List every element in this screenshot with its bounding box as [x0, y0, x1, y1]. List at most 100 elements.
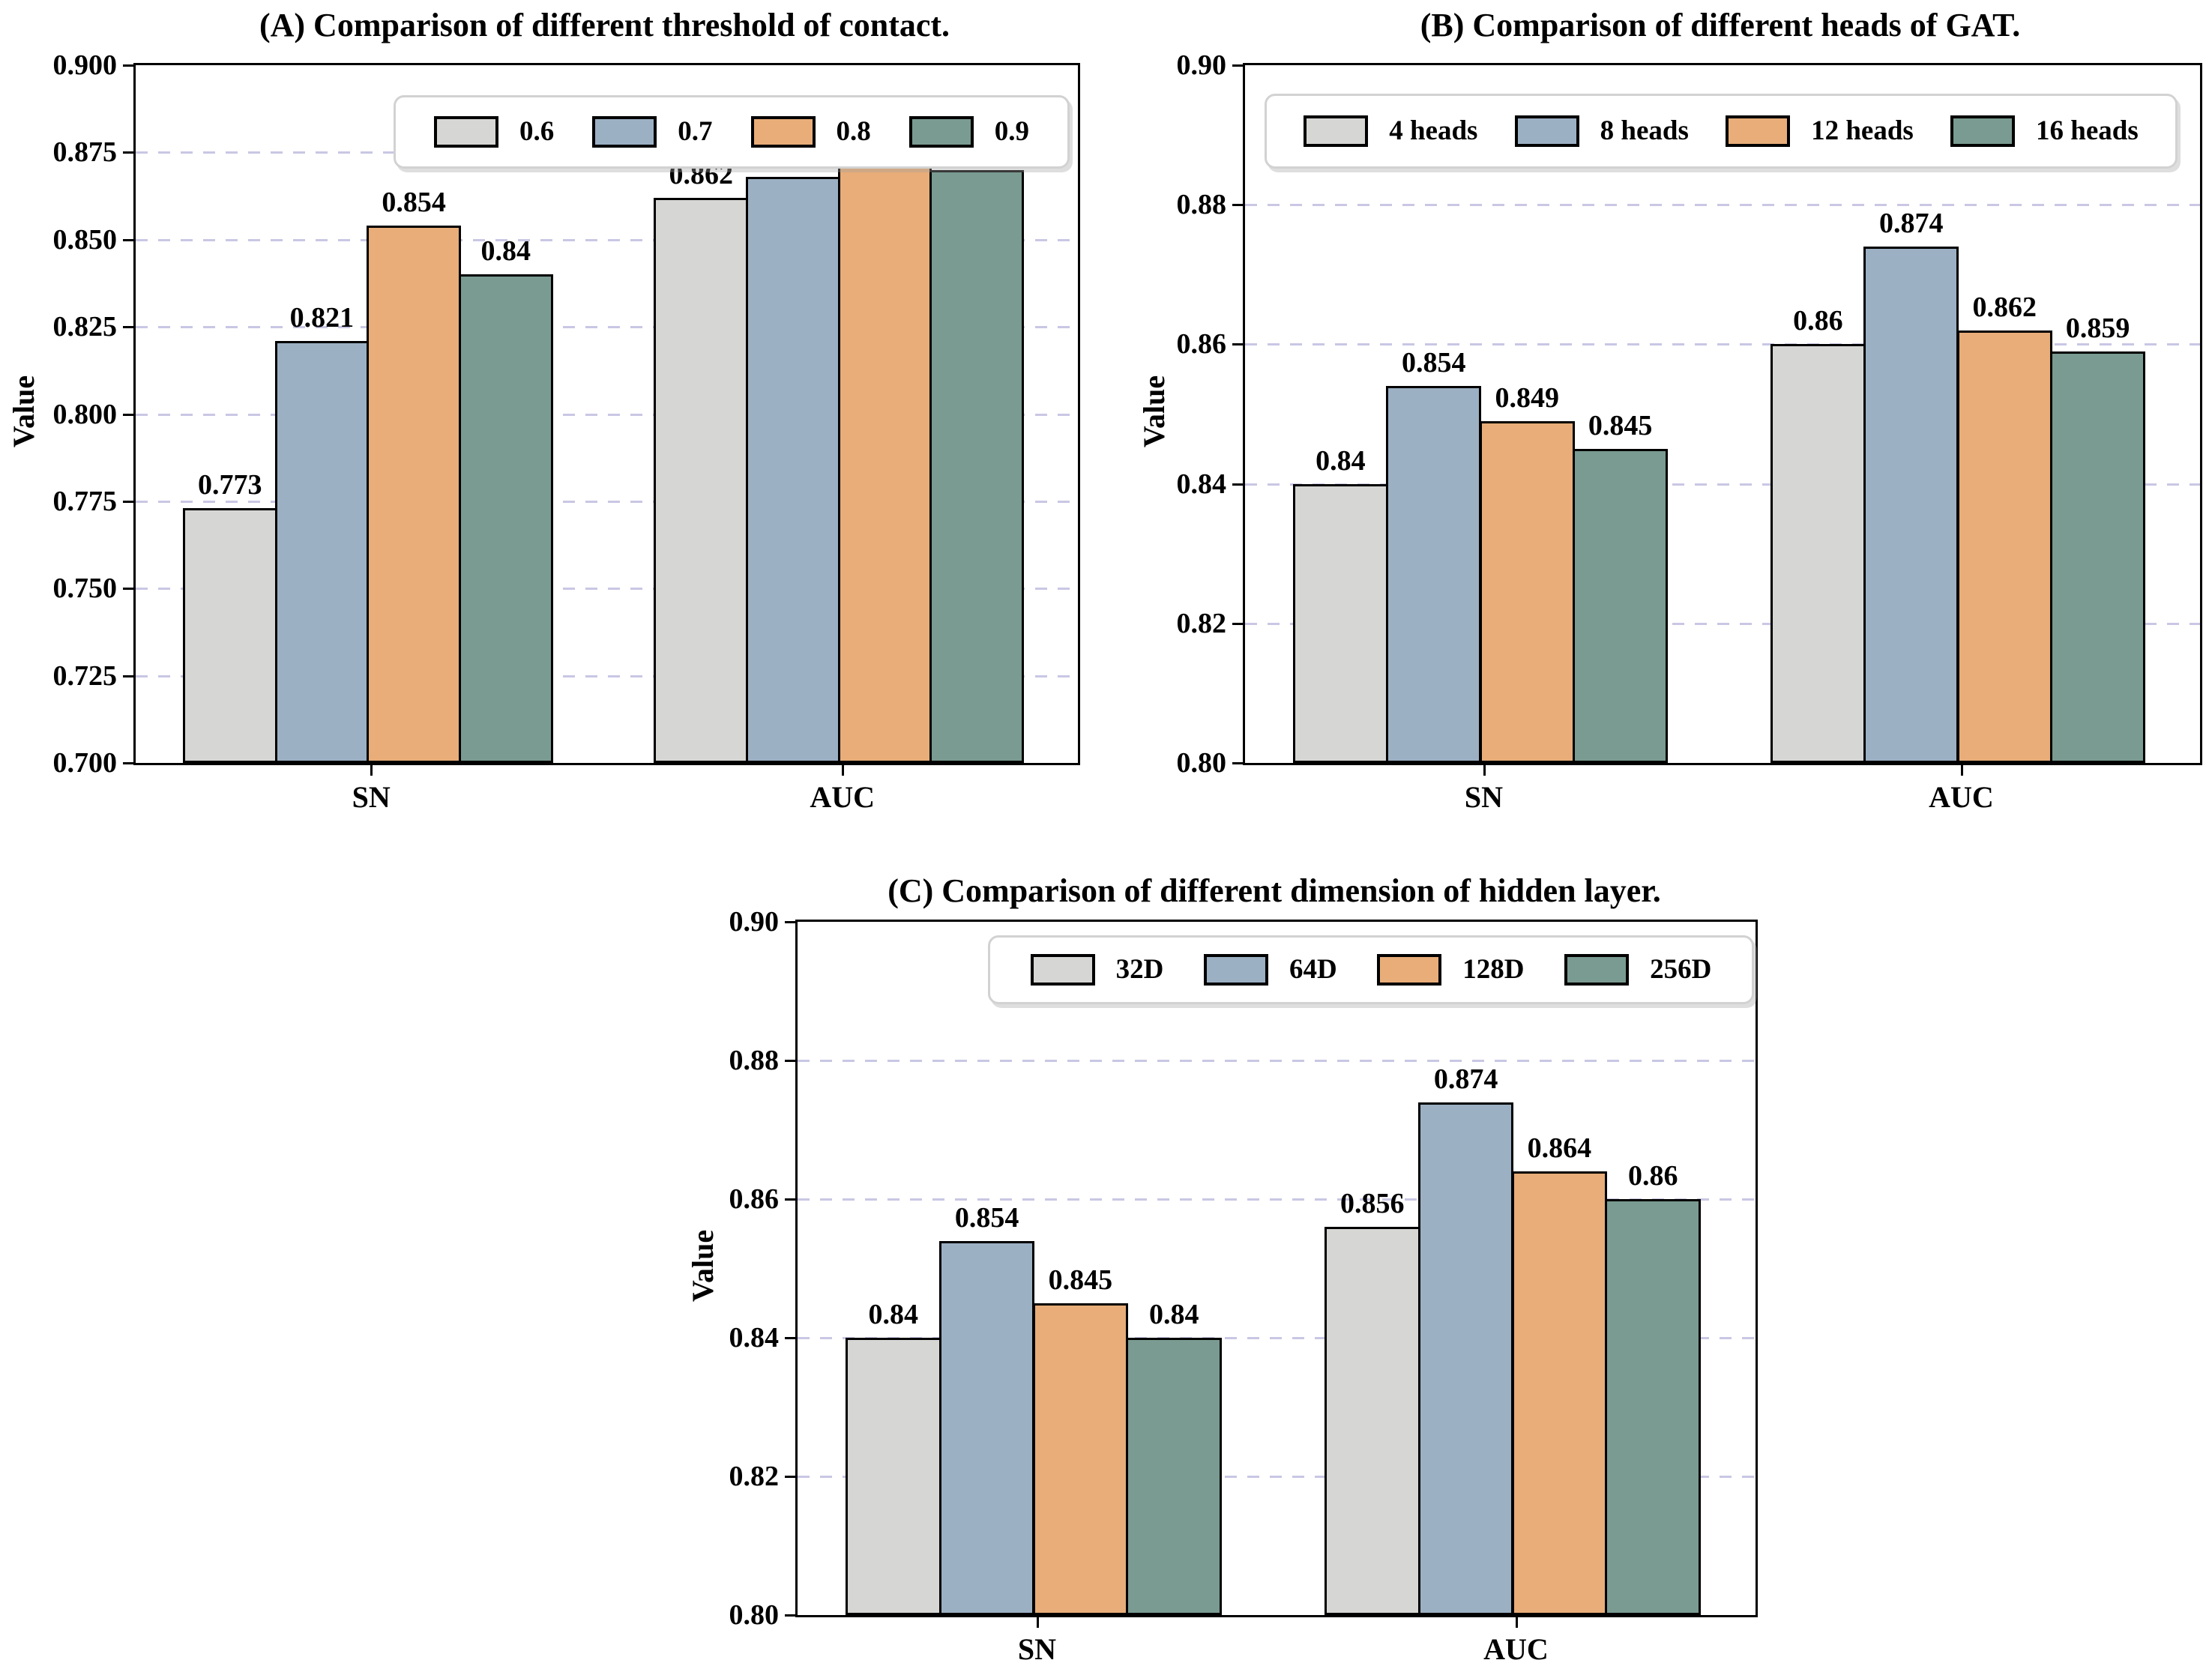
- legend-label: 128D: [1462, 954, 1525, 985]
- y-tick-label: 0.850: [52, 223, 118, 256]
- y-tick-mark: [123, 413, 133, 416]
- bar-value-label: 0.773: [197, 469, 262, 501]
- chart-b-title: (B) Comparison of different heads of GAT…: [1420, 7, 2021, 43]
- bar-4-heads-SN: [1292, 483, 1389, 763]
- bar-value-label: 0.849: [1495, 381, 1559, 414]
- bar-0.7-SN: [274, 340, 370, 763]
- x-tick-label: SN: [1017, 1632, 1057, 1666]
- y-tick-mark: [785, 1337, 795, 1339]
- y-gridline: [798, 1337, 1756, 1339]
- legend-entry: 0.8: [750, 116, 871, 148]
- legend-label: 256D: [1650, 954, 1712, 985]
- legend-entry: 256D: [1564, 954, 1711, 986]
- y-tick-label: 0.750: [52, 573, 118, 605]
- y-tick-mark: [1232, 204, 1243, 207]
- y-tick-mark: [785, 921, 795, 923]
- y-gridline: [1245, 483, 2200, 486]
- y-tick-mark: [123, 326, 133, 329]
- y-tick-label: 0.88: [1176, 189, 1227, 221]
- y-tick-label: 0.86: [729, 1183, 780, 1215]
- bar-value-label: 0.84: [1316, 444, 1366, 477]
- bar-32D-SN: [845, 1338, 941, 1615]
- y-tick-label: 0.800: [52, 398, 118, 430]
- y-gridline: [136, 500, 1078, 503]
- legend-entry: 12 heads: [1726, 115, 1914, 147]
- x-tick-label: AUC: [1929, 780, 1994, 814]
- legend-swatch: [434, 116, 498, 148]
- chart-a-title: (A) Comparison of different threshold of…: [259, 7, 950, 43]
- y-gridline: [136, 674, 1078, 677]
- bar-0.6-SN: [182, 508, 277, 763]
- y-gridline: [1245, 204, 2200, 207]
- y-gridline: [136, 413, 1078, 416]
- bar-4-heads-AUC: [1770, 344, 1866, 763]
- bar-value-label: 0.864: [1527, 1132, 1592, 1164]
- y-tick-label: 0.82: [1176, 607, 1227, 639]
- bar-256D-SN: [1126, 1338, 1223, 1615]
- y-tick-label: 0.825: [52, 311, 118, 343]
- y-gridline: [798, 1198, 1756, 1201]
- legend-entry: 64D: [1203, 954, 1337, 986]
- bar-value-label: 0.859: [2065, 312, 2130, 344]
- bar-0.6-AUC: [654, 197, 749, 763]
- bar-12-heads-SN: [1479, 420, 1575, 763]
- y-tick-label: 0.875: [52, 136, 118, 169]
- legend-swatch: [1304, 115, 1369, 147]
- bar-value-label: 0.854: [1402, 347, 1466, 379]
- y-gridline: [1245, 622, 2200, 625]
- chart-c-dimension-of-hidden-layer: (C) Comparison of different dimension of…: [0, 843, 2212, 1672]
- legend-label: 64D: [1289, 954, 1337, 985]
- y-tick-mark: [785, 1614, 795, 1617]
- bar-value-label: 0.821: [289, 301, 355, 334]
- y-tick-label: 0.84: [1176, 468, 1227, 500]
- y-tick-mark: [785, 1476, 795, 1478]
- y-tick-mark: [123, 762, 133, 764]
- chart-c-y-axis-label: Value: [686, 1229, 720, 1303]
- bar-value-label: 0.854: [954, 1201, 1019, 1234]
- legend-entry: 128D: [1377, 954, 1525, 986]
- legend-label: 8 heads: [1600, 115, 1689, 146]
- legend-label: 32D: [1115, 954, 1164, 985]
- bar-12-heads-AUC: [1956, 330, 2052, 763]
- x-tick-label: AUC: [1483, 1632, 1549, 1666]
- bar-0.8-SN: [367, 226, 461, 763]
- bar-64D-AUC: [1417, 1102, 1514, 1615]
- legend-swatch: [908, 116, 974, 148]
- bar-value-label: 0.854: [382, 187, 446, 219]
- y-tick-mark: [123, 238, 133, 241]
- x-tick-mark: [1036, 1617, 1039, 1628]
- x-tick-label: SN: [1464, 780, 1504, 814]
- y-gridline: [136, 588, 1078, 591]
- y-gridline: [798, 1060, 1756, 1062]
- y-tick-label: 0.84: [729, 1322, 780, 1353]
- legend-label: 12 heads: [1811, 115, 1914, 146]
- y-gridline: [1245, 343, 2200, 346]
- bar-value-label: 0.84: [868, 1299, 919, 1330]
- chart-a-legend: 0.6 0.7 0.8 0.9: [394, 95, 1070, 169]
- legend-label: 0.7: [678, 116, 713, 147]
- legend-label: 0.8: [836, 116, 871, 147]
- y-tick-label: 0.88: [729, 1045, 780, 1076]
- legend-entry: 0.6: [434, 116, 554, 148]
- legend-label: 16 heads: [2036, 115, 2139, 146]
- x-tick-mark: [841, 765, 844, 776]
- y-tick-label: 0.90: [1176, 49, 1227, 81]
- y-tick-mark: [1232, 64, 1243, 67]
- chart-b-heads-of-gat: (B) Comparison of different heads of GAT…: [1106, 0, 2212, 839]
- legend-swatch: [1564, 954, 1630, 986]
- bar-value-label: 0.84: [480, 235, 531, 268]
- chart-b-plot-area: 4 heads 8 heads 12 heads 16 heads 0.84 0.854…: [1243, 63, 2202, 765]
- legend-swatch: [1203, 954, 1268, 986]
- chart-a-plot-area: 0.60.70.80.9 0.7730.8210.8540.840.8620.8…: [133, 63, 1080, 765]
- y-gridline: [136, 326, 1078, 329]
- legend-swatch: [1514, 115, 1579, 147]
- y-tick-label: 0.80: [729, 1599, 780, 1631]
- bar-256D-AUC: [1605, 1199, 1702, 1615]
- bar-value-label: 0.874: [1433, 1063, 1498, 1095]
- bar-value-label: 0.86: [1627, 1160, 1678, 1192]
- y-tick-mark: [1232, 622, 1243, 625]
- bar-value-label: 0.862: [1972, 291, 2037, 323]
- x-tick-mark: [1515, 1617, 1518, 1628]
- bar-value-label: 0.874: [1879, 208, 1944, 240]
